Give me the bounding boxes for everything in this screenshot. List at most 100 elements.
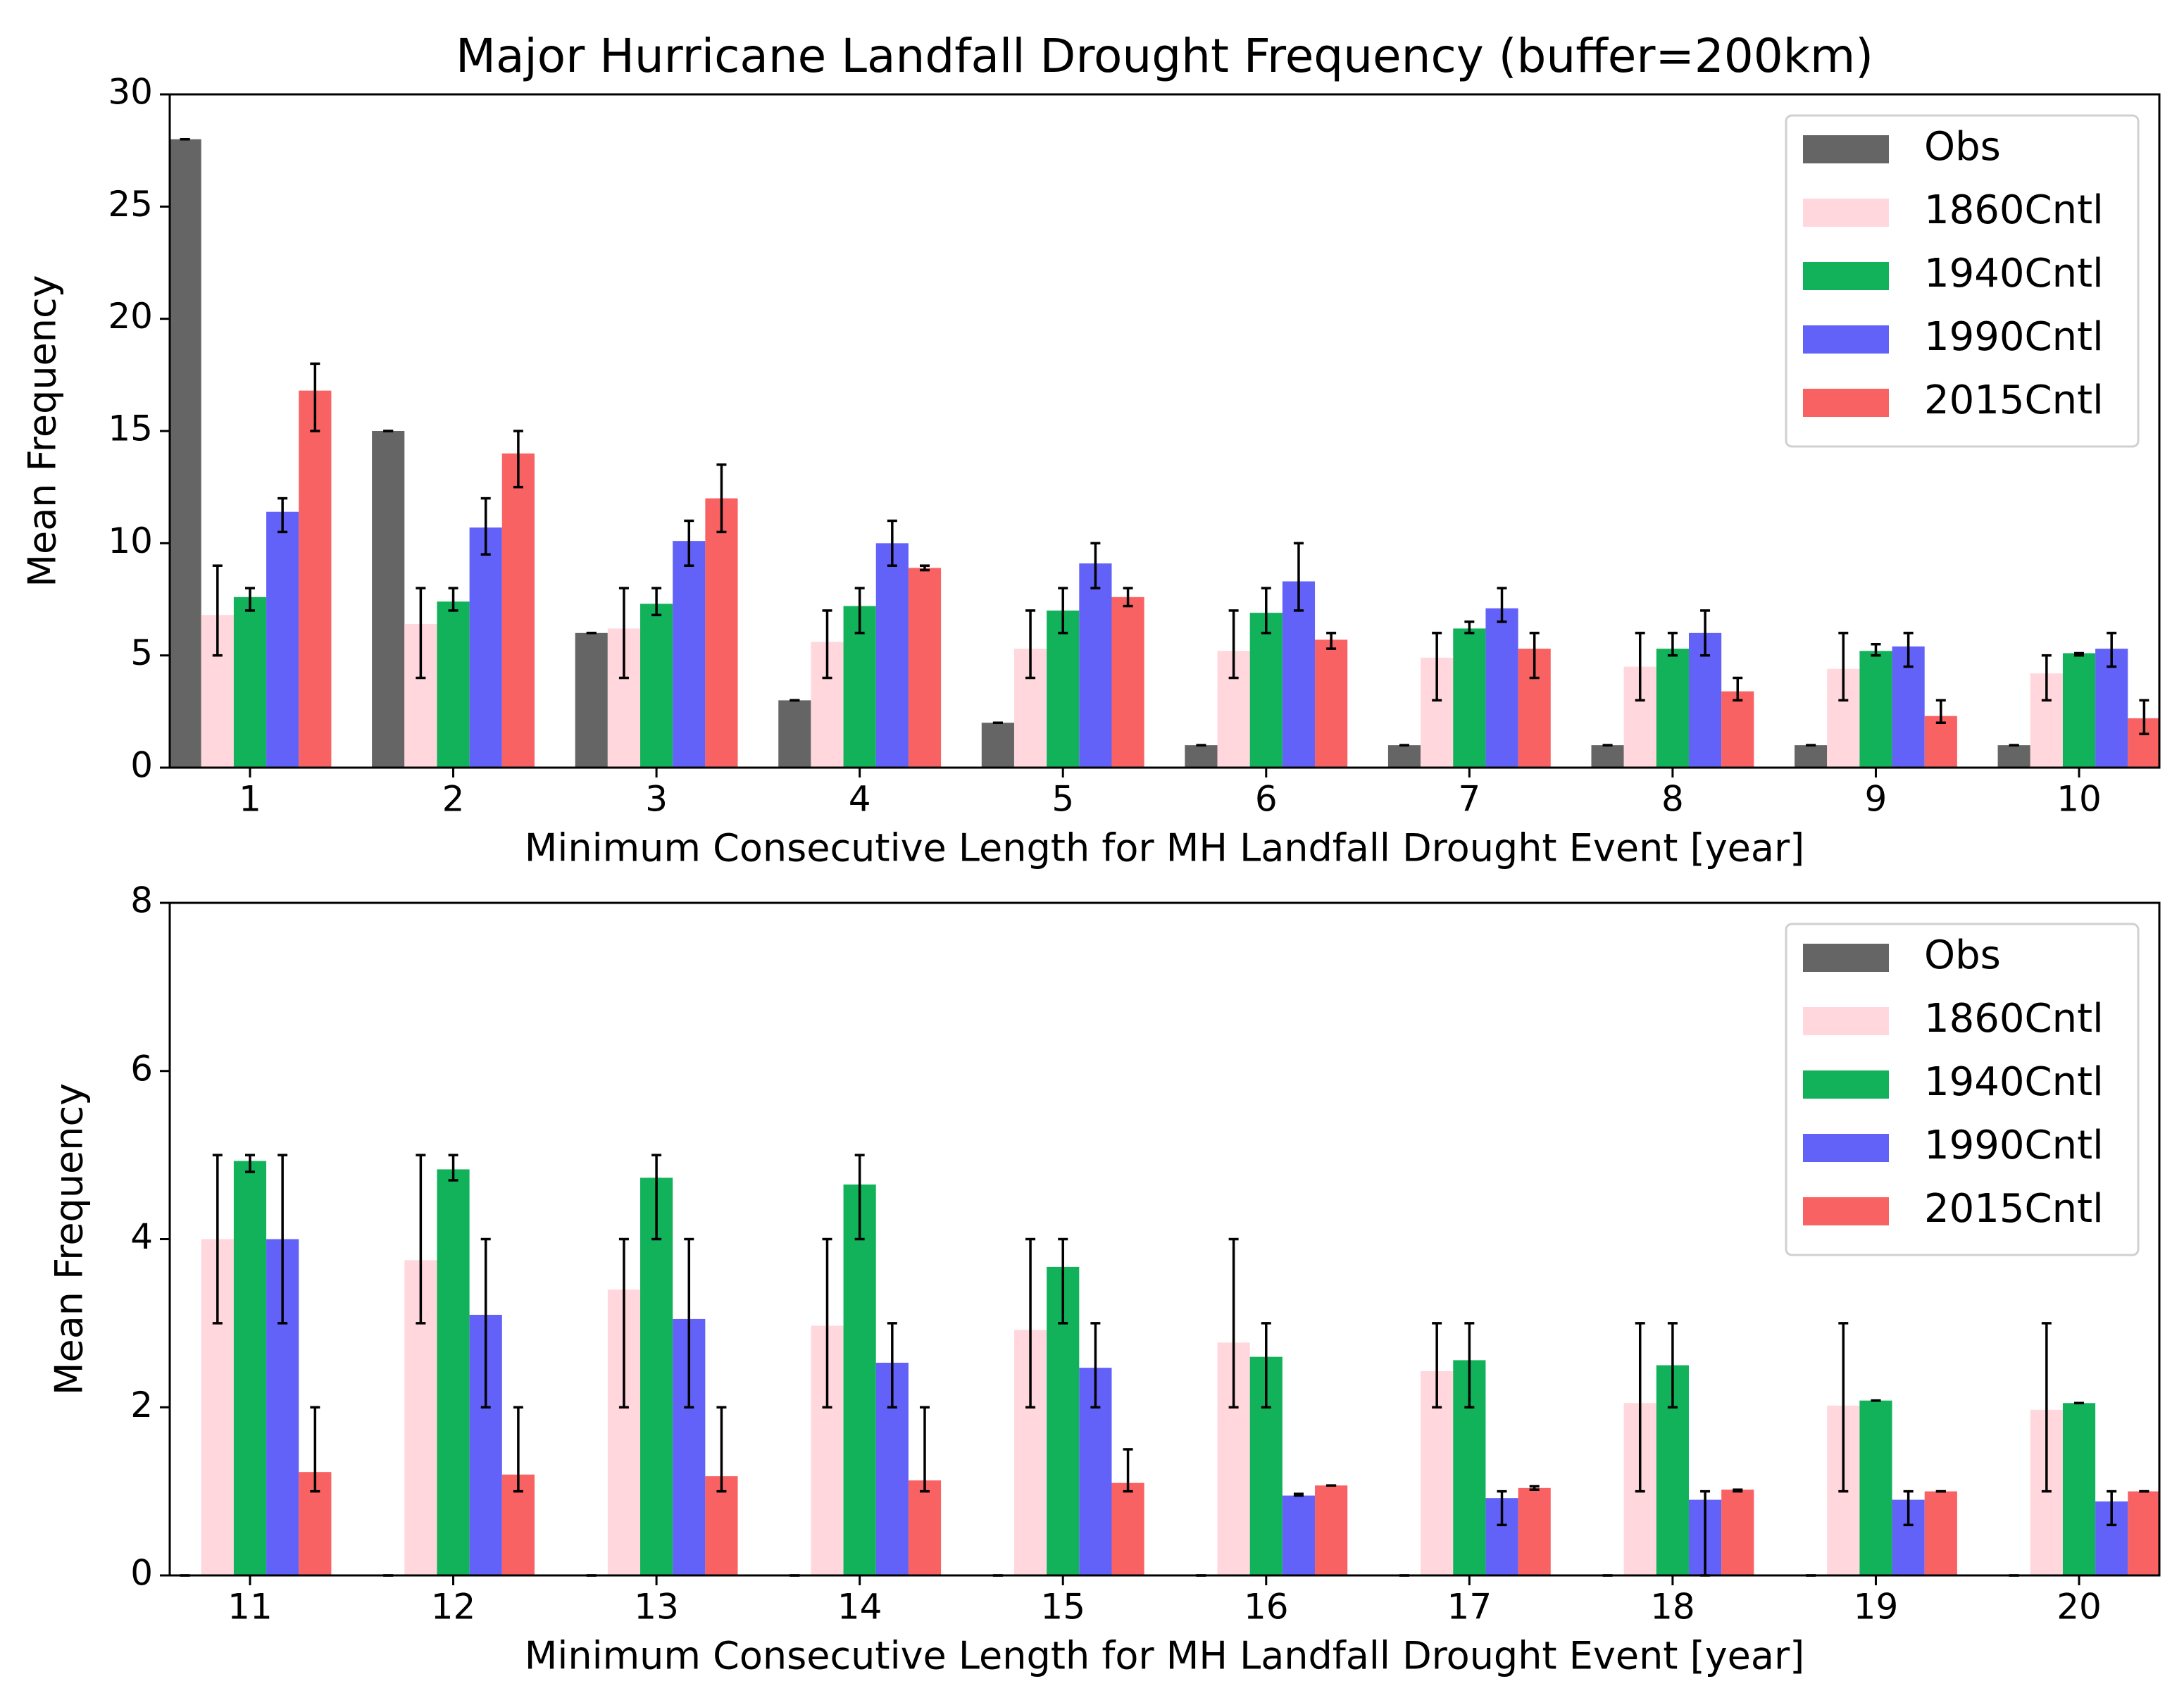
y-axis-label: Mean Frequency	[47, 1083, 92, 1395]
bar	[705, 498, 738, 768]
error-bar	[1838, 632, 1849, 702]
bar	[1111, 597, 1144, 768]
x-tick-label: 20	[2057, 1587, 2102, 1628]
error-bar	[277, 496, 288, 534]
legend-swatch	[1803, 1070, 1889, 1099]
error-bar	[416, 1154, 426, 1325]
y-tick-label: 0	[130, 1553, 153, 1594]
legend-label: Obs	[1924, 124, 2001, 170]
bar	[437, 1169, 470, 1575]
error-bar	[310, 362, 320, 432]
legend: Obs 1860Cntl 1940Cntl 1990Cntl 2015Cntl	[1785, 923, 2140, 1256]
error-bar	[244, 587, 255, 612]
bar	[1185, 745, 1218, 768]
error-bar	[1497, 1489, 1507, 1527]
error-bar	[1293, 542, 1304, 612]
bar	[2062, 653, 2096, 768]
x-tick-label: 9	[1865, 779, 1887, 820]
bar	[469, 527, 502, 768]
x-tick-label: 10	[2057, 779, 2102, 820]
legend-label: 2015Cntl	[1924, 377, 2104, 423]
bar	[1387, 745, 1421, 768]
bar	[1924, 1491, 1957, 1575]
error-bar	[1667, 632, 1678, 657]
error-bar	[1635, 1322, 1645, 1493]
bar	[1249, 613, 1283, 768]
error-bar	[1497, 587, 1507, 623]
legend-label: 1940Cntl	[1924, 251, 2104, 296]
error-bar	[448, 587, 458, 612]
bar	[2062, 1403, 2096, 1575]
error-bar	[651, 587, 662, 617]
bar	[233, 1161, 267, 1575]
error-bar	[1667, 1322, 1678, 1409]
error-bar	[618, 1237, 629, 1409]
y-tick-label: 8	[130, 880, 153, 921]
legend-frame	[1785, 923, 2140, 1256]
error-bar	[1529, 632, 1540, 680]
bar	[1079, 563, 1112, 768]
y-tick-label: 15	[108, 408, 153, 449]
bar	[1111, 1482, 1144, 1575]
error-bar	[1058, 1237, 1068, 1325]
legend-swatch	[1803, 1197, 1889, 1225]
error-bar	[854, 1154, 865, 1241]
bar	[1453, 628, 1486, 768]
bar	[1518, 1487, 1551, 1575]
error-bar	[1464, 1322, 1475, 1409]
chart-title: Major Hurricane Landfall Drought Frequen…	[456, 29, 1873, 83]
y-tick-label: 25	[108, 184, 153, 225]
legend-swatch	[1803, 199, 1889, 227]
bar	[168, 139, 201, 768]
bar	[1282, 581, 1316, 768]
bar	[575, 632, 608, 768]
legend-swatch	[1803, 1007, 1889, 1035]
legend: Obs 1860Cntl 1940Cntl 1990Cntl 2015Cntl	[1785, 114, 2140, 448]
error-bar	[887, 1322, 897, 1409]
x-tick-label: 1	[239, 779, 261, 820]
x-tick-label: 12	[431, 1587, 476, 1628]
error-bar	[1261, 1322, 1271, 1409]
x-tick-label: 13	[634, 1587, 679, 1628]
bar	[266, 511, 299, 768]
error-bar	[1123, 587, 1133, 608]
error-bar	[1090, 1322, 1101, 1409]
error-bar	[1025, 1237, 1036, 1409]
error-bar	[513, 1406, 523, 1493]
error-bar	[1838, 1322, 1849, 1493]
error-bar	[1903, 632, 1914, 668]
bar	[1591, 745, 1624, 768]
error-bar	[244, 1154, 255, 1173]
error-bar	[1293, 1492, 1304, 1497]
bar	[1721, 1489, 1754, 1575]
bar	[673, 541, 706, 768]
error-bar	[1903, 1489, 1914, 1527]
error-bar	[1261, 587, 1271, 635]
legend-swatch	[1803, 389, 1889, 417]
error-bar	[822, 609, 832, 680]
subplot: Major Hurricane Landfall Drought Frequen…	[20, 29, 2161, 870]
bar	[1315, 639, 1348, 768]
error-bar	[1025, 609, 1036, 680]
error-bar	[684, 1237, 694, 1409]
bar	[843, 1184, 876, 1575]
y-tick-label: 5	[130, 632, 153, 673]
x-tick-label: 5	[1052, 779, 1074, 820]
error-bar	[651, 1154, 662, 1241]
bar	[2095, 649, 2128, 768]
error-bar	[1700, 609, 1711, 657]
bar	[908, 568, 942, 768]
legend-label: 1990Cntl	[1924, 314, 2104, 360]
x-tick-label: 18	[1650, 1587, 1695, 1628]
error-bar	[1090, 542, 1101, 589]
bar	[1282, 1495, 1316, 1575]
bar	[875, 543, 909, 768]
x-axis-label: Minimum Consecutive Length for MH Landfa…	[525, 1634, 1805, 1678]
error-bar	[277, 1154, 288, 1325]
error-bar	[2139, 699, 2149, 735]
x-tick-label: 11	[227, 1587, 273, 1628]
bar	[981, 723, 1014, 768]
x-tick-label: 2	[442, 779, 465, 820]
bar	[501, 453, 535, 768]
